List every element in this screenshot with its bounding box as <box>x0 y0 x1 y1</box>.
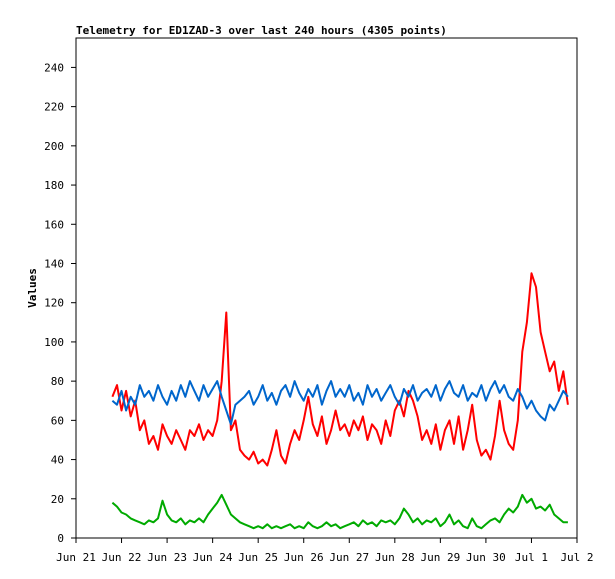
x-tick-label: Jun 30 <box>466 551 506 564</box>
y-tick-label: 20 <box>51 493 64 506</box>
x-tick-label: Jul 1 <box>515 551 548 564</box>
x-tick-label: Jul 2 <box>560 551 593 564</box>
plot-frame <box>75 37 578 539</box>
x-tick-label: Jun 22 <box>102 551 142 564</box>
y-tick-label: 100 <box>44 336 64 349</box>
x-tick-label: Jun 21 <box>56 551 96 564</box>
y-tick-label: 200 <box>44 140 64 153</box>
x-tick-label: Jun 23 <box>147 551 187 564</box>
x-tick-label: Jun 27 <box>329 551 369 564</box>
y-tick-label: 120 <box>44 297 64 310</box>
x-tick-label: Jun 29 <box>420 551 460 564</box>
y-tick-label: 220 <box>44 101 64 114</box>
chart-title: Telemetry for ED1ZAD-3 over last 240 hou… <box>76 24 447 37</box>
y-tick-label: 80 <box>51 375 64 388</box>
y-tick-label: 240 <box>44 61 64 74</box>
y-tick-label: 180 <box>44 179 64 192</box>
series-line <box>111 272 569 467</box>
series-line <box>111 380 569 426</box>
y-tick-label: 140 <box>44 257 64 270</box>
series-line <box>111 493 568 530</box>
y-axis-label: Values <box>26 268 39 308</box>
y-tick-label: 0 <box>57 532 64 545</box>
x-tick-label: Jun 26 <box>284 551 324 564</box>
x-tick-label: Jun 28 <box>375 551 415 564</box>
x-tick-label: Jun 24 <box>193 551 233 564</box>
y-tick-label: 40 <box>51 454 64 467</box>
y-tick-label: 160 <box>44 218 64 231</box>
x-tick-label: Jun 25 <box>238 551 278 564</box>
y-tick-label: 60 <box>51 414 64 427</box>
